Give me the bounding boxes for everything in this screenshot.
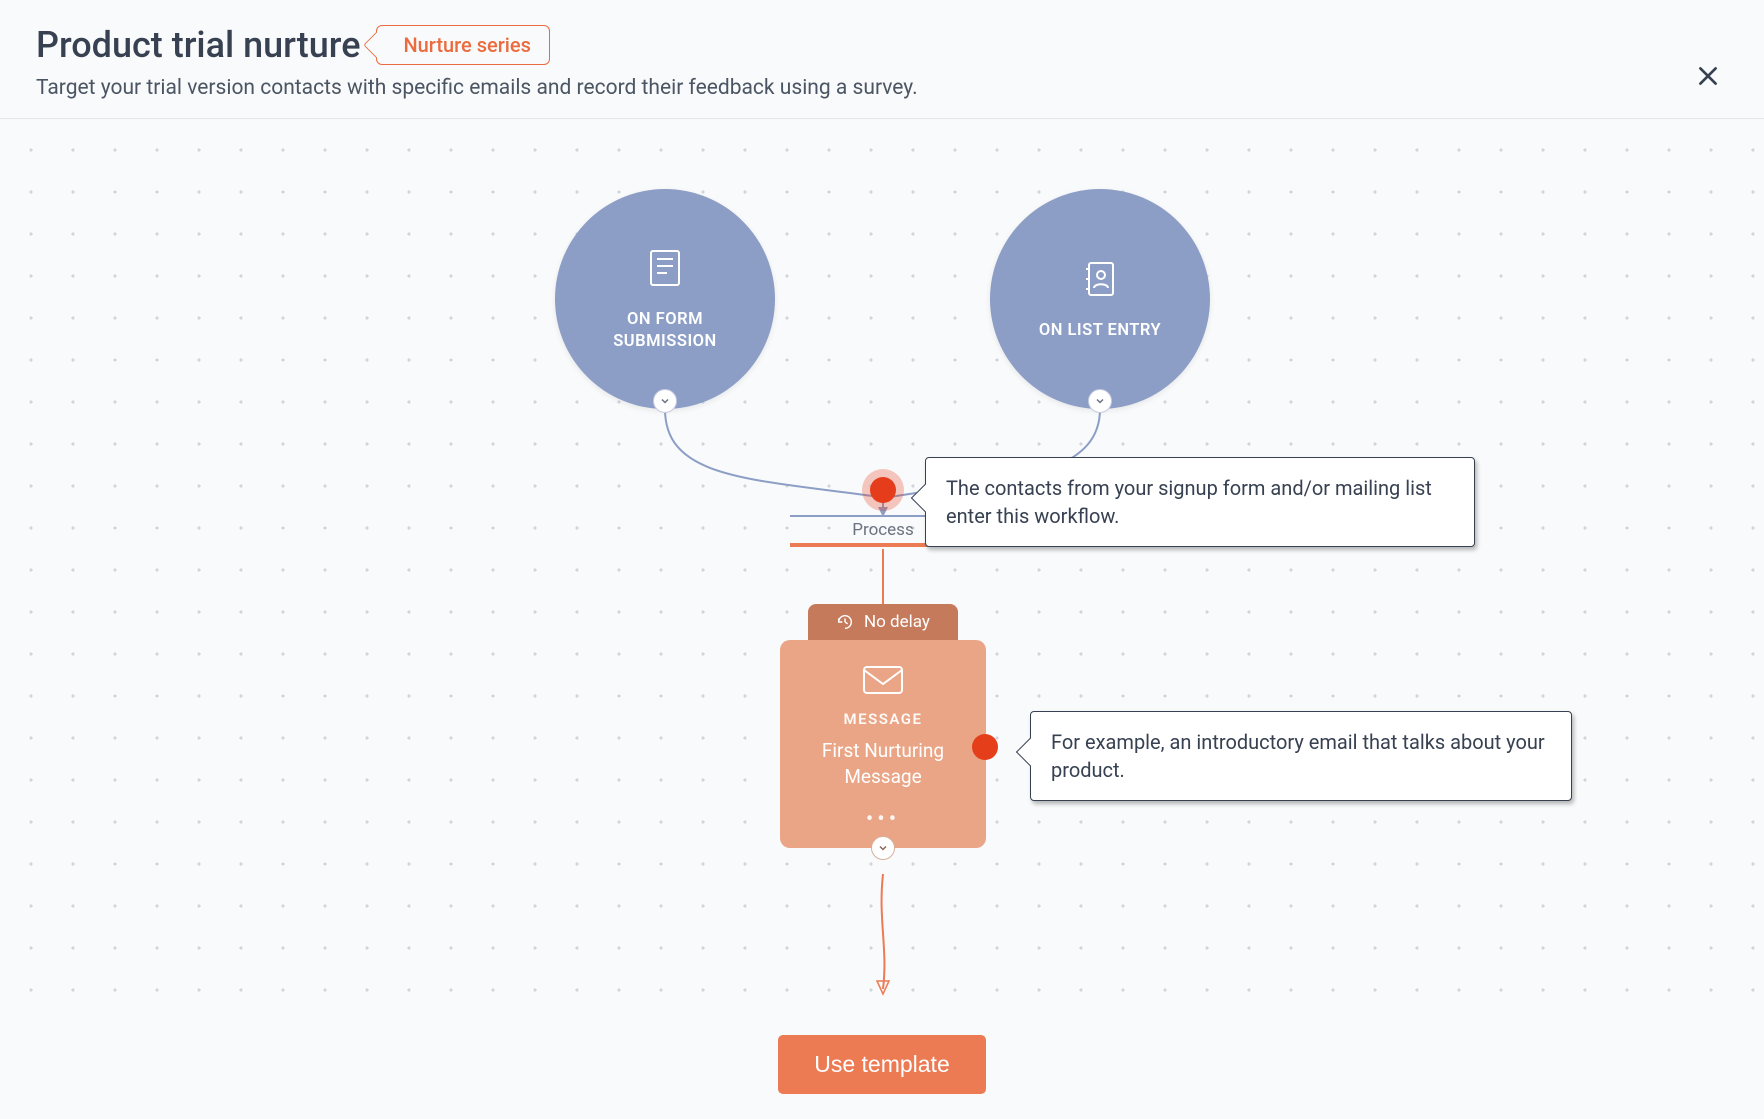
trigger-node-form-submission[interactable]: ON FORM SUBMISSION	[555, 189, 775, 409]
close-icon	[1695, 63, 1721, 89]
annotation-text: For example, an introductory email that …	[1051, 730, 1545, 782]
node-output-port[interactable]	[1088, 389, 1112, 413]
use-template-button[interactable]: Use template	[778, 1035, 986, 1094]
close-button[interactable]	[1692, 60, 1724, 92]
series-tag-label: Nurture series	[403, 33, 530, 57]
footer-bar: Use template	[0, 1009, 1764, 1119]
edge-form-to-process	[0, 119, 1764, 999]
action-title: First Nurturing Message	[796, 738, 970, 789]
action-node-message[interactable]: No delay MESSAGE First Nurturing Message…	[780, 604, 986, 848]
trigger-node-label: ON LIST ENTRY	[1019, 320, 1181, 342]
page-title: Product trial nurture	[36, 24, 360, 66]
more-dots-icon[interactable]: •••	[796, 807, 970, 832]
page-header: Product trial nurture Nurture series Tar…	[0, 0, 1764, 119]
annotation-text: The contacts from your signup form and/o…	[946, 476, 1432, 528]
action-type-label: MESSAGE	[796, 710, 970, 728]
page-subtitle: Target your trial version contacts with …	[36, 76, 1728, 100]
form-icon	[642, 245, 688, 295]
node-output-port[interactable]	[653, 389, 677, 413]
clock-history-icon	[836, 613, 854, 631]
series-tag[interactable]: Nurture series	[376, 25, 549, 65]
delay-pill[interactable]: No delay	[808, 604, 958, 640]
title-row: Product trial nurture Nurture series	[36, 24, 1728, 66]
contact-book-icon	[1077, 256, 1123, 306]
annotation-marker	[972, 734, 998, 760]
trigger-node-label: ON FORM SUBMISSION	[555, 309, 775, 354]
node-output-port[interactable]	[871, 836, 895, 860]
annotation-marker	[870, 477, 896, 503]
edge-process-to-action	[0, 119, 1764, 999]
edge-action-down	[0, 119, 1764, 999]
annotation-callout: The contacts from your signup form and/o…	[925, 457, 1475, 547]
annotation-callout: For example, an introductory email that …	[1030, 711, 1572, 801]
envelope-icon	[796, 664, 970, 700]
workflow-canvas[interactable]: ON FORM SUBMISSION ON LIST ENTRY Process	[0, 119, 1764, 999]
delay-label: No delay	[864, 612, 930, 632]
action-card[interactable]: MESSAGE First Nurturing Message •••	[780, 640, 986, 848]
trigger-node-list-entry[interactable]: ON LIST ENTRY	[990, 189, 1210, 409]
